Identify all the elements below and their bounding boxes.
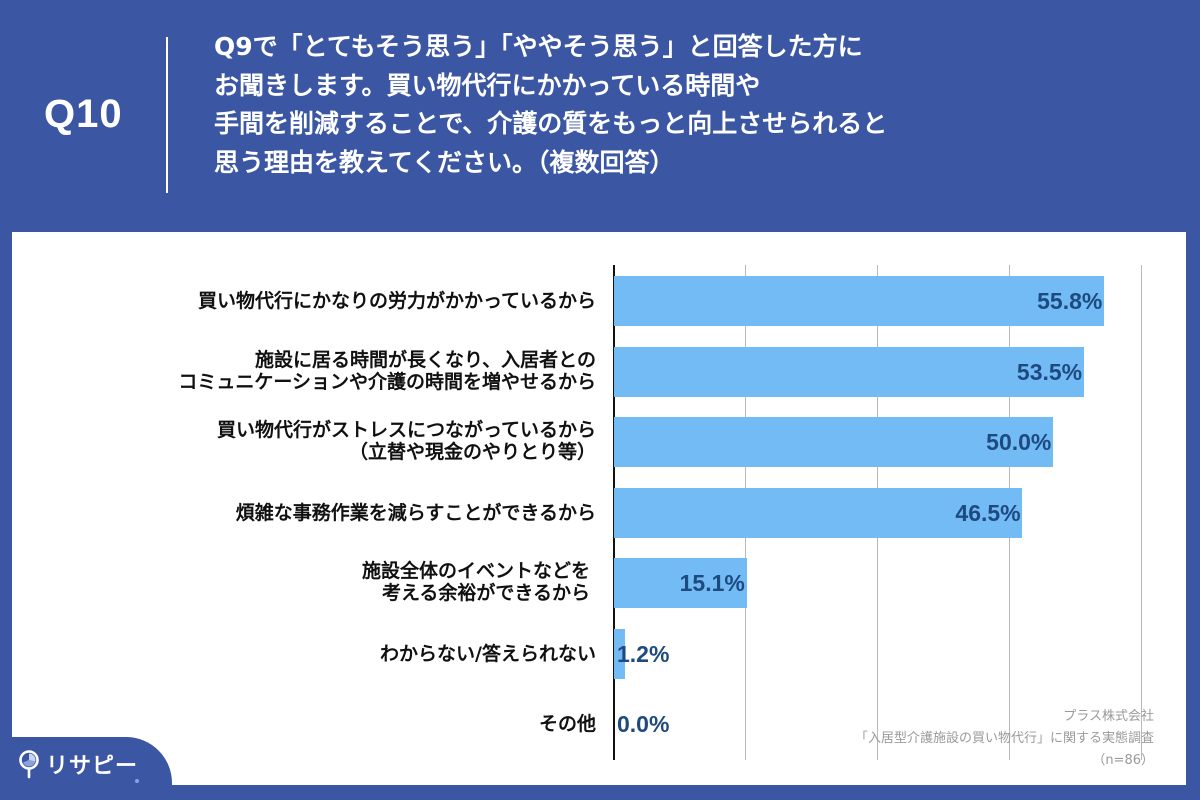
label-line: 考える余裕ができるから: [381, 582, 590, 604]
bar: [614, 488, 1023, 538]
question-line: Q9で「とてもそう思う」「ややそう思う」と回答した方に: [214, 32, 863, 61]
bar: [614, 629, 625, 679]
brand-name: リサピー: [46, 754, 139, 779]
question-line: お聞きします。買い物代行にかかっている時間や: [214, 70, 761, 100]
value-label: 46.5%: [955, 500, 1021, 526]
value-label: 0.0%: [617, 711, 670, 737]
question-number: Q10: [44, 92, 123, 136]
label-line: （立替や現金のやりとり等）: [348, 441, 596, 463]
label-line: 煩雑な事務作業を減らすことができるから: [235, 502, 596, 524]
label-line: わからない/答えられない: [380, 643, 596, 665]
category-label: 煩雑な事務作業を減らすことができるから: [36, 502, 596, 524]
source-survey: 「入居型介護施設の買い物代行」に関する実態調査: [854, 731, 1154, 746]
category-label: その他: [36, 713, 596, 735]
bar: [614, 347, 1084, 397]
label-line: 買い物代行がストレスにつながっているから: [216, 419, 596, 441]
magnifier-pin-icon: [19, 750, 39, 779]
source-company: プラス株式会社: [1063, 709, 1154, 724]
bar: [614, 417, 1054, 467]
category-label: 買い物代行にかなりの労力がかかっているから: [36, 290, 596, 312]
label-line: 施設に居る時間が長くなり、入居者との: [254, 349, 596, 371]
logo-dot: [135, 779, 139, 783]
gridline-60: [1141, 265, 1142, 760]
label-line: 施設全体のイベントなどを: [361, 560, 590, 582]
value-label: 1.2%: [617, 641, 670, 667]
value-label: 15.1%: [679, 570, 745, 596]
bar: [614, 558, 747, 608]
header-divider: [166, 37, 168, 193]
question-line: 手間を削減することで、介護の質をもっと向上させられると: [214, 109, 888, 138]
category-label: 買い物代行がストレスにつながっているから （立替や現金のやりとり等）: [36, 419, 596, 463]
question-line: 思う理由を教えてください。（複数回答）: [214, 147, 675, 177]
source-sample-size: （n=86）: [1092, 753, 1154, 768]
value-label: 50.0%: [986, 429, 1052, 455]
bar: [614, 276, 1105, 326]
category-label: 施設に居る時間が長くなり、入居者との コミュニケーションや介護の時間を増やせるか…: [36, 349, 596, 393]
header: Q10 Q9で「とてもそう思う」「ややそう思う」と回答した方に お聞きします。買…: [0, 0, 1200, 232]
source-note: プラス株式会社 「入居型介護施設の買い物代行」に関する実態調査 （n=86）: [855, 706, 1154, 772]
label-line: 買い物代行にかなりの労力がかかっているから: [197, 290, 596, 312]
category-label: 施設全体のイベントなどを 考える余裕ができるから: [36, 560, 590, 604]
value-label: 55.8%: [1037, 288, 1103, 314]
brand-logo: リサピー: [18, 748, 138, 780]
label-line: その他: [538, 713, 596, 735]
question-text: Q9で「とてもそう思う」「ややそう思う」と回答した方に お聞きします。買い物代行…: [214, 28, 1114, 182]
label-line: コミュニケーションや介護の時間を増やせるから: [178, 371, 596, 393]
category-label: わからない/答えられない: [36, 643, 596, 665]
value-label: 53.5%: [1016, 359, 1083, 385]
